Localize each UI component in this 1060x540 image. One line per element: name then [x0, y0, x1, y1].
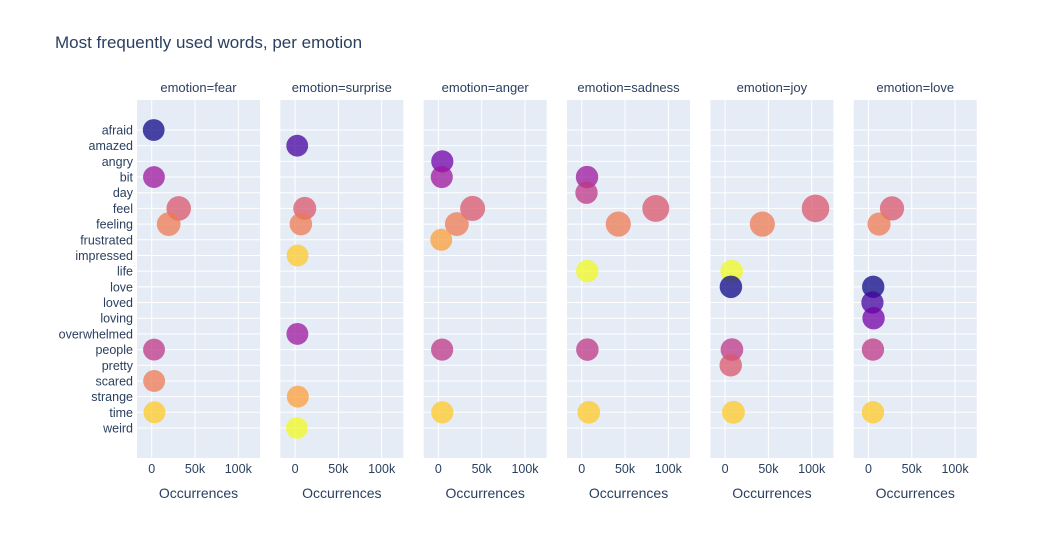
facet-title-love: emotion=love	[876, 80, 954, 95]
y-tick-label-feel: feel	[113, 202, 133, 216]
y-tick-label-angry: angry	[102, 155, 134, 169]
marker-anger-feeling[interactable]	[444, 212, 469, 237]
marker-surprise-overwhelmed[interactable]	[286, 322, 309, 345]
x-axis-title-anger: Occurrences	[446, 485, 525, 501]
marker-sadness-life[interactable]	[575, 259, 599, 283]
marker-joy-pretty[interactable]	[719, 354, 742, 377]
marker-fear-bit[interactable]	[143, 166, 165, 188]
y-tick-label-people: people	[95, 343, 133, 357]
facet-title-joy: emotion=joy	[737, 80, 808, 95]
x-tick-label-love-0: 0	[865, 462, 872, 476]
x-tick-label-love-50k: 50k	[902, 462, 923, 476]
y-tick-label-amazed: amazed	[89, 139, 134, 153]
marker-fear-feeling[interactable]	[156, 212, 181, 236]
facet-title-anger: emotion=anger	[442, 80, 530, 95]
y-tick-label-loved: loved	[103, 296, 133, 310]
x-tick-label-anger-100k: 100k	[511, 462, 539, 476]
x-tick-label-surprise-0: 0	[292, 462, 299, 476]
x-axis-title-love: Occurrences	[876, 485, 955, 501]
facet-panel-fear[interactable]	[137, 100, 260, 458]
x-tick-label-anger-50k: 50k	[472, 462, 493, 476]
marker-surprise-strange[interactable]	[286, 385, 309, 408]
x-tick-label-fear-100k: 100k	[225, 462, 253, 476]
y-tick-label-scared: scared	[95, 374, 133, 388]
marker-anger-time[interactable]	[431, 401, 454, 424]
y-tick-label-life: life	[117, 265, 133, 279]
marker-surprise-feeling[interactable]	[289, 212, 313, 236]
marker-love-feeling[interactable]	[867, 212, 891, 236]
x-tick-label-fear-50k: 50k	[185, 462, 206, 476]
x-tick-label-love-100k: 100k	[941, 462, 969, 476]
x-tick-label-fear-0: 0	[148, 462, 155, 476]
marker-fear-afraid[interactable]	[142, 119, 165, 141]
y-tick-label-feeling: feeling	[96, 218, 133, 232]
marker-love-people[interactable]	[861, 338, 885, 361]
marker-anger-frustrated[interactable]	[430, 228, 453, 251]
marker-anger-angry[interactable]	[431, 150, 454, 173]
marker-joy-time[interactable]	[721, 400, 745, 424]
x-tick-label-sadness-50k: 50k	[615, 462, 636, 476]
marker-anger-people[interactable]	[431, 338, 454, 361]
marker-anger-feel[interactable]	[460, 195, 486, 221]
marker-fear-time[interactable]	[143, 401, 166, 424]
marker-joy-love[interactable]	[719, 275, 743, 299]
y-tick-label-frustrated: frustrated	[80, 233, 133, 247]
x-tick-label-anger-0: 0	[435, 462, 442, 476]
marker-sadness-day[interactable]	[575, 181, 598, 204]
y-tick-label-day: day	[113, 186, 134, 200]
facet-title-sadness: emotion=sadness	[577, 80, 680, 95]
y-tick-label-pretty: pretty	[102, 359, 134, 373]
marker-sadness-people[interactable]	[576, 338, 599, 361]
x-tick-label-joy-100k: 100k	[798, 462, 826, 476]
y-tick-label-weird: weird	[102, 421, 133, 435]
y-tick-label-loving: loving	[100, 312, 133, 326]
x-axis-title-surprise: Occurrences	[302, 485, 381, 501]
x-tick-label-joy-50k: 50k	[758, 462, 779, 476]
y-tick-label-strange: strange	[91, 390, 133, 404]
marker-sadness-time[interactable]	[577, 400, 601, 424]
marker-love-time[interactable]	[861, 401, 885, 424]
x-tick-label-surprise-100k: 100k	[368, 462, 396, 476]
x-axis-title-sadness: Occurrences	[589, 485, 668, 501]
y-tick-label-bit: bit	[120, 171, 134, 185]
y-tick-label-impressed: impressed	[75, 249, 133, 263]
x-tick-label-surprise-50k: 50k	[328, 462, 349, 476]
marker-fear-scared[interactable]	[143, 369, 166, 392]
y-tick-label-time: time	[109, 406, 133, 420]
x-axis-title-fear: Occurrences	[159, 485, 238, 501]
x-tick-label-sadness-0: 0	[578, 462, 585, 476]
marker-love-feel[interactable]	[879, 196, 905, 221]
marker-joy-feeling[interactable]	[749, 211, 775, 237]
facet-title-surprise: emotion=surprise	[292, 80, 392, 95]
marker-sadness-feel[interactable]	[642, 194, 670, 222]
y-tick-label-love: love	[110, 280, 133, 294]
facet-title-fear: emotion=fear	[160, 80, 237, 95]
chart-title: Most frequently used words, per emotion	[55, 33, 363, 52]
marker-love-loving[interactable]	[862, 306, 885, 330]
marker-sadness-bit[interactable]	[575, 165, 599, 189]
x-tick-label-sadness-100k: 100k	[655, 462, 683, 476]
marker-joy-feel[interactable]	[801, 194, 830, 223]
x-tick-label-joy-0: 0	[722, 462, 729, 476]
marker-surprise-amazed[interactable]	[286, 134, 309, 157]
x-axis-title-joy: Occurrences	[732, 485, 811, 501]
marker-sadness-feeling[interactable]	[605, 211, 631, 237]
y-tick-label-afraid: afraid	[102, 124, 133, 138]
y-tick-label-overwhelmed: overwhelmed	[59, 327, 133, 341]
marker-surprise-impressed[interactable]	[286, 244, 309, 267]
marker-love-love[interactable]	[862, 275, 885, 299]
marker-surprise-weird[interactable]	[285, 417, 308, 439]
marker-fear-people[interactable]	[143, 338, 165, 361]
marker-anger-bit[interactable]	[430, 165, 453, 189]
